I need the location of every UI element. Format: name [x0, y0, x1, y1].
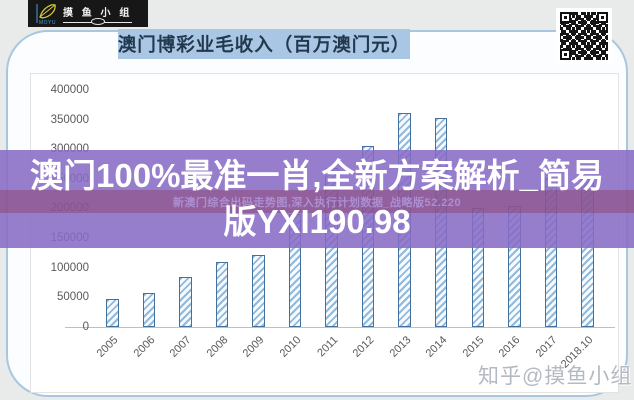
y-tick-label: 350000: [50, 113, 89, 126]
watermark: 知乎@摸鱼小组: [478, 365, 633, 388]
qr-finder-icon: [560, 49, 571, 60]
chart-title: 澳门博彩业毛收入（百万澳门元）: [118, 29, 410, 59]
bar-2008: [215, 262, 229, 327]
bar-2005: [106, 299, 119, 327]
bar-2009: [252, 255, 265, 327]
chart-card: 4000003500003000002500002000001500001000…: [6, 30, 628, 397]
promo-headline-line1: 澳门100%最准一肖,全新方案解析_简易: [30, 157, 604, 194]
y-tick-label: 400000: [50, 84, 89, 96]
bar-2007: [179, 277, 192, 327]
fish-icon: MOYU: [34, 2, 58, 26]
y-tick-label: 0: [82, 320, 89, 333]
bar-2006: [142, 293, 156, 327]
promo-subline: 新澳门综合出码走势图,深入执行计划数据_战略版52.220: [172, 196, 462, 209]
brand-logo: MOYU 摸 鱼 小 组: [28, 0, 148, 27]
qr-finder-icon: [560, 12, 571, 23]
underline-fish-icon: [90, 18, 105, 25]
qr-pattern: [560, 12, 608, 60]
brand-name: 摸 鱼 小 组: [63, 4, 133, 25]
y-tick-label: 100000: [50, 261, 89, 274]
qr-code: [556, 8, 612, 64]
qr-finder-icon: [597, 12, 608, 23]
promo-inner-band: 新澳门综合出码走势图,深入执行计划数据_战略版52.220: [0, 190, 634, 213]
promo-headline-line2: 版YXI190.98: [223, 203, 411, 240]
promo-overlay: 新澳门综合出码走势图,深入执行计划数据_战略版52.220 澳门100%最准一肖…: [0, 150, 634, 248]
brand-name-text: 摸 鱼 小 组: [63, 8, 133, 19]
brand-sub-label: MOYU: [39, 19, 56, 26]
y-tick-label: 50000: [57, 291, 89, 304]
x-axis-line: [65, 327, 615, 328]
